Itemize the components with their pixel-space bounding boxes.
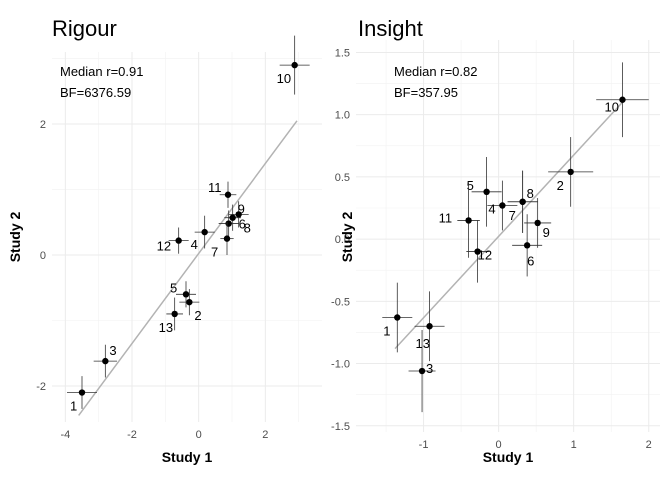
data-point — [223, 235, 231, 242]
y-tick-label: 2 — [40, 119, 46, 131]
data-point — [186, 298, 193, 306]
data-point — [102, 357, 109, 365]
data-point — [483, 188, 490, 196]
data-point — [224, 191, 232, 198]
point-label: 9 — [238, 202, 245, 217]
data-point — [291, 61, 298, 69]
y-tick-label: -0.5 — [331, 296, 350, 308]
x-tick-label: 0 — [196, 429, 202, 441]
x-tick-label: 0 — [496, 439, 502, 451]
bayes-factor-annotation: BF=357.95 — [394, 85, 458, 100]
data-point — [78, 389, 86, 396]
y-tick-label: 0.5 — [335, 172, 350, 184]
point-label: 9 — [543, 225, 550, 240]
point-label: 5 — [467, 178, 474, 193]
data-point — [426, 323, 433, 330]
x-axis-label: Study 1 — [162, 449, 213, 465]
panel-title: Insight — [358, 16, 423, 41]
fit-line — [394, 101, 624, 350]
data-point — [499, 202, 506, 209]
point-label: 2 — [557, 178, 564, 193]
x-tick-label: 2 — [646, 439, 652, 451]
point-label: 12 — [478, 248, 492, 263]
point-label: 11 — [439, 210, 453, 225]
point-label: 12 — [157, 239, 171, 254]
y-axis-label: Study 2 — [339, 212, 355, 263]
point-label: 6 — [239, 217, 246, 232]
data-point — [201, 228, 208, 236]
point-label: 11 — [208, 180, 222, 195]
data-point — [523, 242, 531, 249]
x-tick-label: -2 — [127, 429, 137, 441]
y-tick-label: 0.0 — [335, 234, 350, 246]
point-label: 7 — [509, 208, 516, 223]
y-tick-label: 0 — [40, 250, 46, 262]
point-label: 2 — [194, 308, 201, 323]
point-label: 1 — [383, 324, 390, 339]
point-label: 1 — [70, 399, 77, 414]
fit-line — [78, 120, 298, 416]
data-point — [225, 220, 232, 227]
median-r-annotation: Median r=0.82 — [394, 64, 477, 79]
y-tick-label: -2 — [36, 381, 46, 393]
data-point — [465, 217, 472, 224]
data-point — [619, 96, 626, 103]
point-label: 4 — [488, 202, 495, 217]
data-point — [418, 367, 426, 375]
data-point — [534, 219, 541, 227]
insight-panel: -1 0 1 2-1.5-1.0-0.50.00.51.01.512345678910… — [331, 16, 660, 465]
point-label: 3 — [426, 361, 433, 376]
data-point — [519, 198, 526, 205]
data-point — [474, 248, 481, 255]
y-tick-label: 1.0 — [335, 110, 350, 122]
point-label: 10 — [277, 71, 291, 86]
median-r-annotation: Median r=0.91 — [60, 64, 143, 79]
data-point — [229, 214, 236, 221]
panel-title: Rigour — [52, 16, 117, 41]
point-label: 8 — [527, 186, 534, 201]
point-label: 13 — [159, 320, 173, 335]
x-tick-label: 1 — [571, 439, 577, 451]
point-label: 6 — [527, 253, 534, 268]
point-label: 8 — [244, 220, 251, 235]
point-label: 10 — [604, 100, 618, 115]
data-point — [567, 168, 574, 176]
data-point — [171, 310, 178, 318]
bayes-factor-annotation: BF=6376.59 — [60, 85, 131, 100]
data-point — [175, 237, 182, 244]
y-tick-label: -1.0 — [331, 359, 350, 371]
data-point — [235, 211, 242, 218]
data-point — [182, 291, 190, 298]
data-point — [394, 314, 401, 321]
point-label: 13 — [416, 336, 430, 351]
x-tick-label: -1 — [419, 439, 429, 451]
x-axis-label: Study 1 — [483, 449, 534, 465]
y-tick-label: -1.5 — [331, 421, 350, 433]
point-label: 5 — [170, 280, 177, 295]
y-tick-label: 1.5 — [335, 47, 350, 59]
point-label: 7 — [211, 245, 218, 260]
point-label: 3 — [109, 343, 116, 358]
x-tick-label: -4 — [60, 429, 70, 441]
point-label: 4 — [191, 237, 198, 252]
y-axis-label: Study 2 — [7, 212, 23, 263]
x-tick-label: 2 — [262, 429, 268, 441]
